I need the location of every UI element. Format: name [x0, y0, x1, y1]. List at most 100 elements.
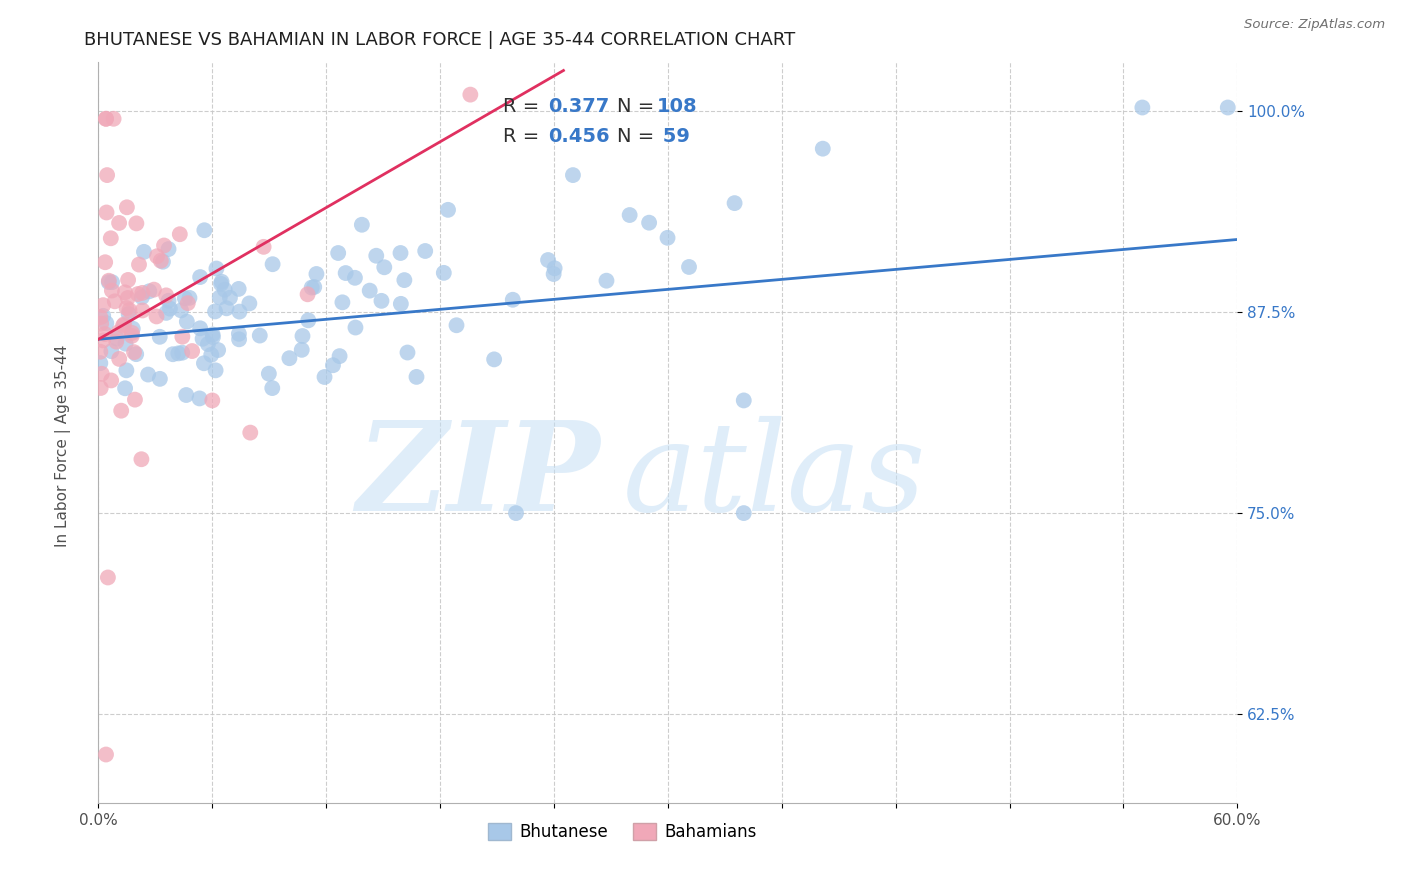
Point — [138, 285, 160, 299]
Point — [437, 202, 460, 217]
Point — [155, 288, 177, 302]
Point — [149, 330, 172, 344]
Point — [191, 332, 214, 346]
Point — [562, 168, 585, 182]
Point — [302, 280, 325, 294]
Point — [112, 318, 135, 333]
Point — [322, 358, 344, 372]
Point — [121, 326, 143, 340]
Point — [343, 270, 366, 285]
Point — [149, 253, 172, 268]
Point — [131, 290, 153, 304]
Point — [446, 318, 468, 333]
Point — [128, 258, 150, 272]
Point — [201, 330, 224, 344]
Point — [502, 293, 524, 307]
Point — [152, 254, 174, 268]
Point — [193, 223, 215, 237]
Point — [208, 290, 231, 304]
Point — [335, 266, 357, 280]
Point — [125, 216, 148, 230]
Point — [811, 142, 834, 156]
Point — [482, 352, 505, 367]
Point — [94, 112, 117, 126]
Point — [155, 306, 177, 320]
Point — [114, 336, 136, 351]
Point — [91, 334, 114, 348]
Point — [200, 348, 222, 362]
Point — [131, 452, 153, 467]
Text: N =: N = — [617, 97, 659, 116]
Point — [96, 168, 118, 182]
Point — [359, 284, 381, 298]
Point — [278, 351, 301, 366]
Point — [122, 345, 145, 359]
Point — [117, 291, 139, 305]
Point — [252, 240, 274, 254]
Point — [91, 298, 114, 312]
Point — [169, 227, 191, 242]
Point — [239, 425, 262, 440]
Point — [136, 368, 159, 382]
Point — [370, 293, 392, 308]
Point — [413, 244, 436, 258]
Point — [172, 345, 194, 359]
Text: atlas: atlas — [623, 417, 925, 538]
Point — [291, 329, 314, 343]
Point — [162, 347, 184, 361]
Point — [159, 301, 181, 316]
Point — [619, 208, 641, 222]
Text: BHUTANESE VS BAHAMIAN IN LABOR FORCE | AGE 35-44 CORRELATION CHART: BHUTANESE VS BAHAMIAN IN LABOR FORCE | A… — [84, 31, 796, 49]
Point — [112, 318, 135, 332]
Point — [96, 205, 118, 219]
Point — [314, 370, 336, 384]
Point — [146, 249, 169, 263]
Point — [405, 370, 427, 384]
Point — [97, 275, 120, 289]
Point — [110, 403, 132, 417]
Point — [149, 372, 172, 386]
Point — [100, 231, 122, 245]
Point — [301, 280, 323, 294]
Point — [157, 293, 180, 308]
Point — [94, 747, 117, 762]
Point — [228, 332, 250, 346]
Point — [305, 267, 328, 281]
Point — [543, 261, 565, 276]
Point — [1132, 101, 1154, 115]
Point — [115, 363, 138, 377]
Point — [657, 231, 679, 245]
Point — [167, 346, 190, 360]
Point — [394, 273, 416, 287]
Point — [101, 275, 124, 289]
Point — [127, 287, 149, 301]
Point — [257, 367, 280, 381]
Point — [94, 112, 117, 126]
Point — [108, 216, 131, 230]
Point — [537, 253, 560, 268]
Point — [145, 310, 167, 324]
Point — [389, 246, 412, 260]
Point — [505, 506, 527, 520]
Point — [638, 216, 661, 230]
Point — [733, 393, 755, 408]
Point — [181, 344, 204, 359]
Point — [176, 315, 198, 329]
Point — [91, 309, 114, 323]
Text: N =: N = — [617, 127, 659, 146]
Point — [228, 304, 250, 318]
Text: R =: R = — [503, 127, 546, 146]
Text: 0.377: 0.377 — [548, 97, 610, 116]
Point — [188, 392, 211, 406]
Point — [433, 266, 456, 280]
Point — [97, 570, 120, 584]
Point — [157, 242, 180, 256]
Point — [100, 344, 122, 359]
Point — [723, 196, 745, 211]
Point — [105, 334, 128, 349]
Point — [228, 282, 250, 296]
Point — [103, 112, 125, 126]
Point — [94, 255, 117, 269]
Point — [329, 349, 352, 363]
Point — [115, 301, 138, 315]
